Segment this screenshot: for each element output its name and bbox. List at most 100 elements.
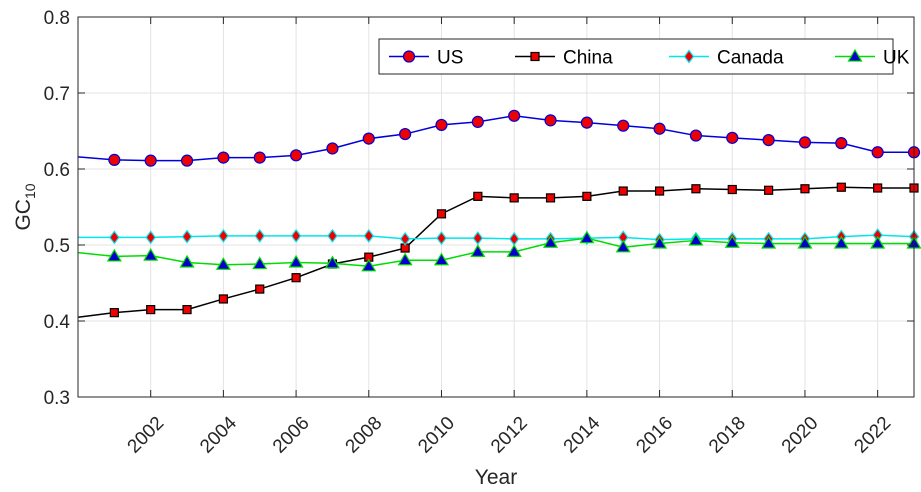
series-line-us xyxy=(77,115,914,162)
data-point-uk xyxy=(215,257,231,270)
data-point-china xyxy=(473,191,483,201)
legend-entry-uk: UK xyxy=(835,48,910,69)
data-point-uk xyxy=(761,235,777,249)
legend-label: US xyxy=(437,48,463,69)
legend-label: Canada xyxy=(717,48,784,69)
axis-ticks xyxy=(78,16,914,398)
data-point-uk xyxy=(361,258,377,272)
data-point-china xyxy=(764,185,774,195)
data-point-china xyxy=(146,305,156,315)
legend-marker xyxy=(683,49,695,64)
data-point-us xyxy=(580,116,593,129)
data-point-canada xyxy=(472,231,484,246)
x-tick-label: 2008 xyxy=(342,413,387,458)
legend-entry-canada: Canada xyxy=(669,48,784,69)
data-point-canada xyxy=(363,228,375,243)
data-point-us xyxy=(871,146,884,159)
data-point-china xyxy=(836,182,846,192)
series-line-china xyxy=(77,186,914,318)
data-point-china xyxy=(618,186,628,196)
data-point-uk xyxy=(724,235,740,248)
data-point-uk xyxy=(542,235,559,248)
data-point-us xyxy=(326,142,339,155)
data-point-us xyxy=(471,115,484,128)
data-point-uk xyxy=(615,239,631,253)
data-point-china xyxy=(545,193,556,203)
x-tick-label: 2014 xyxy=(560,412,605,457)
data-point-uk xyxy=(288,254,304,268)
data-point-uk xyxy=(506,244,522,257)
y-tick-label: 0.8 xyxy=(44,8,70,29)
data-point-china xyxy=(654,186,665,196)
data-point-us xyxy=(362,132,375,145)
data-point-us xyxy=(217,151,230,164)
x-tick-label: 2004 xyxy=(196,412,241,457)
data-point-uk xyxy=(579,230,595,244)
data-point-uk xyxy=(252,256,268,270)
data-point-canada xyxy=(109,230,120,245)
y-tick-label: 0.3 xyxy=(44,388,70,409)
plot-frame xyxy=(77,16,915,398)
y-tick-label: 0.7 xyxy=(44,84,70,105)
data-point-canada xyxy=(508,231,520,246)
data-point-canada xyxy=(145,230,156,245)
data-point-china xyxy=(582,191,592,201)
data-point-uk xyxy=(870,235,886,249)
y-tick-label: 0.6 xyxy=(44,160,70,181)
data-point-us xyxy=(544,114,557,127)
data-point-china xyxy=(727,184,737,195)
legend-box xyxy=(378,38,894,75)
data-point-china xyxy=(109,308,119,318)
data-point-us xyxy=(180,154,194,167)
data-point-china xyxy=(255,284,265,294)
data-point-china xyxy=(182,305,192,315)
legend-label: UK xyxy=(883,48,910,69)
data-point-us xyxy=(435,118,448,132)
legend-label: China xyxy=(563,48,613,69)
data-point-uk xyxy=(470,244,486,257)
data-point-china xyxy=(291,273,301,283)
data-point-canada xyxy=(399,231,411,246)
legend-marker xyxy=(847,48,863,62)
series-us xyxy=(77,109,921,167)
data-point-china xyxy=(436,209,447,219)
data-point-us xyxy=(144,154,157,167)
data-point-uk xyxy=(433,252,450,266)
data-point-canada xyxy=(181,229,193,244)
data-point-us xyxy=(399,127,412,141)
x-tick-label: 2020 xyxy=(778,413,823,458)
y-tick-label: 0.4 xyxy=(44,312,71,333)
data-point-china xyxy=(691,184,701,194)
data-point-canada xyxy=(218,228,229,243)
data-point-china xyxy=(800,184,810,194)
data-point-uk xyxy=(106,248,122,262)
data-point-uk xyxy=(143,247,159,261)
x-tick-label: 2018 xyxy=(705,413,750,458)
tick-labels: 0.3 0.4 0.5 0.6 0.7 0.8 2002 2004 2006 2008 2010 20… xyxy=(44,8,896,457)
y-axis-title: GC10 xyxy=(12,183,38,230)
data-point-canada xyxy=(436,231,447,246)
series-line-canada xyxy=(78,234,915,241)
y-axis-title-main: GC xyxy=(12,199,35,231)
data-point-us xyxy=(108,153,121,166)
y-tick-label: 0.5 xyxy=(44,236,70,257)
legend-entry-us: US xyxy=(389,48,463,69)
x-axis-title: Year xyxy=(475,466,517,489)
data-point-china xyxy=(509,193,519,203)
data-point-uk xyxy=(688,232,704,246)
data-point-us xyxy=(762,134,775,147)
x-tick-label: 2010 xyxy=(414,413,459,458)
data-point-uk xyxy=(833,235,849,249)
y-axis-title-subscript: 10 xyxy=(22,183,38,199)
data-point-us xyxy=(289,149,303,162)
data-point-us xyxy=(617,119,630,132)
series-uk xyxy=(77,230,921,272)
data-point-us xyxy=(253,151,266,164)
legend-entry-china: China xyxy=(515,48,613,69)
data-point-us xyxy=(798,136,812,149)
data-point-uk xyxy=(652,235,668,249)
data-point-uk xyxy=(324,255,340,269)
series-layer xyxy=(77,109,921,318)
data-point-us xyxy=(653,122,666,135)
x-tick-label: 2012 xyxy=(487,413,532,458)
